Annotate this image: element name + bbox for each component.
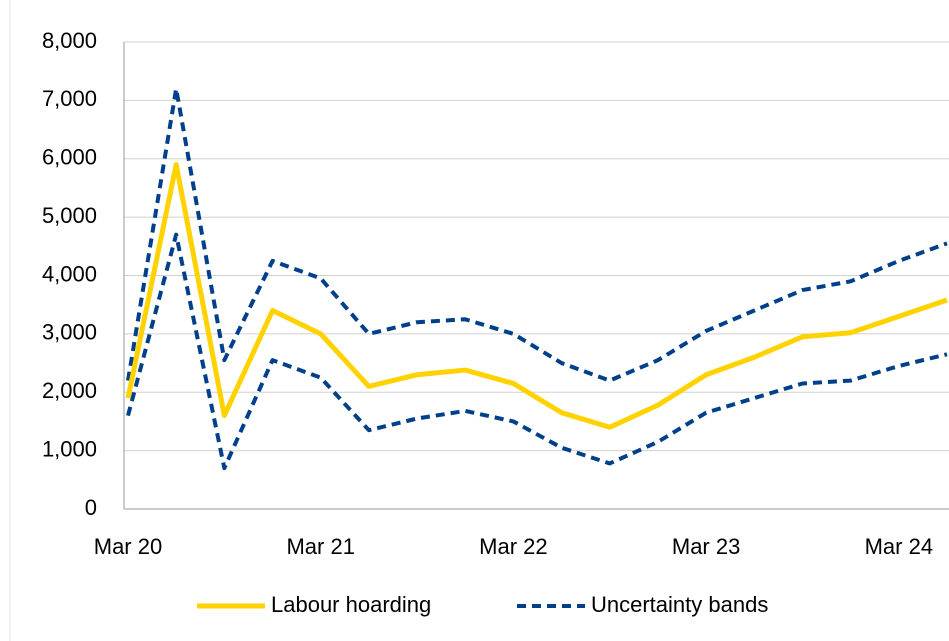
x-tick-label: Mar 22 (479, 534, 547, 559)
x-tick-label: Mar 20 (94, 534, 162, 559)
series-line (125, 162, 948, 430)
x-tick-label: Mar 21 (286, 534, 354, 559)
x-tick-label: Mar 23 (672, 534, 740, 559)
y-tick-label: 4,000 (42, 261, 97, 286)
y-tick-label: 3,000 (42, 320, 97, 345)
x-tick-label: Mar 24 (865, 534, 933, 559)
series-line (126, 232, 948, 471)
legend-label: Labour hoarding (271, 592, 431, 617)
y-tick-label: 5,000 (42, 203, 97, 228)
y-tick-label: 8,000 (42, 28, 97, 53)
series-line (126, 86, 948, 383)
y-tick-label: 0 (85, 495, 97, 520)
y-tick-label: 6,000 (42, 145, 97, 170)
y-tick-label: 1,000 (42, 436, 97, 461)
y-tick-label: 7,000 (42, 86, 97, 111)
legend-label: Uncertainty bands (591, 592, 768, 617)
y-tick-label: 2,000 (42, 378, 97, 403)
